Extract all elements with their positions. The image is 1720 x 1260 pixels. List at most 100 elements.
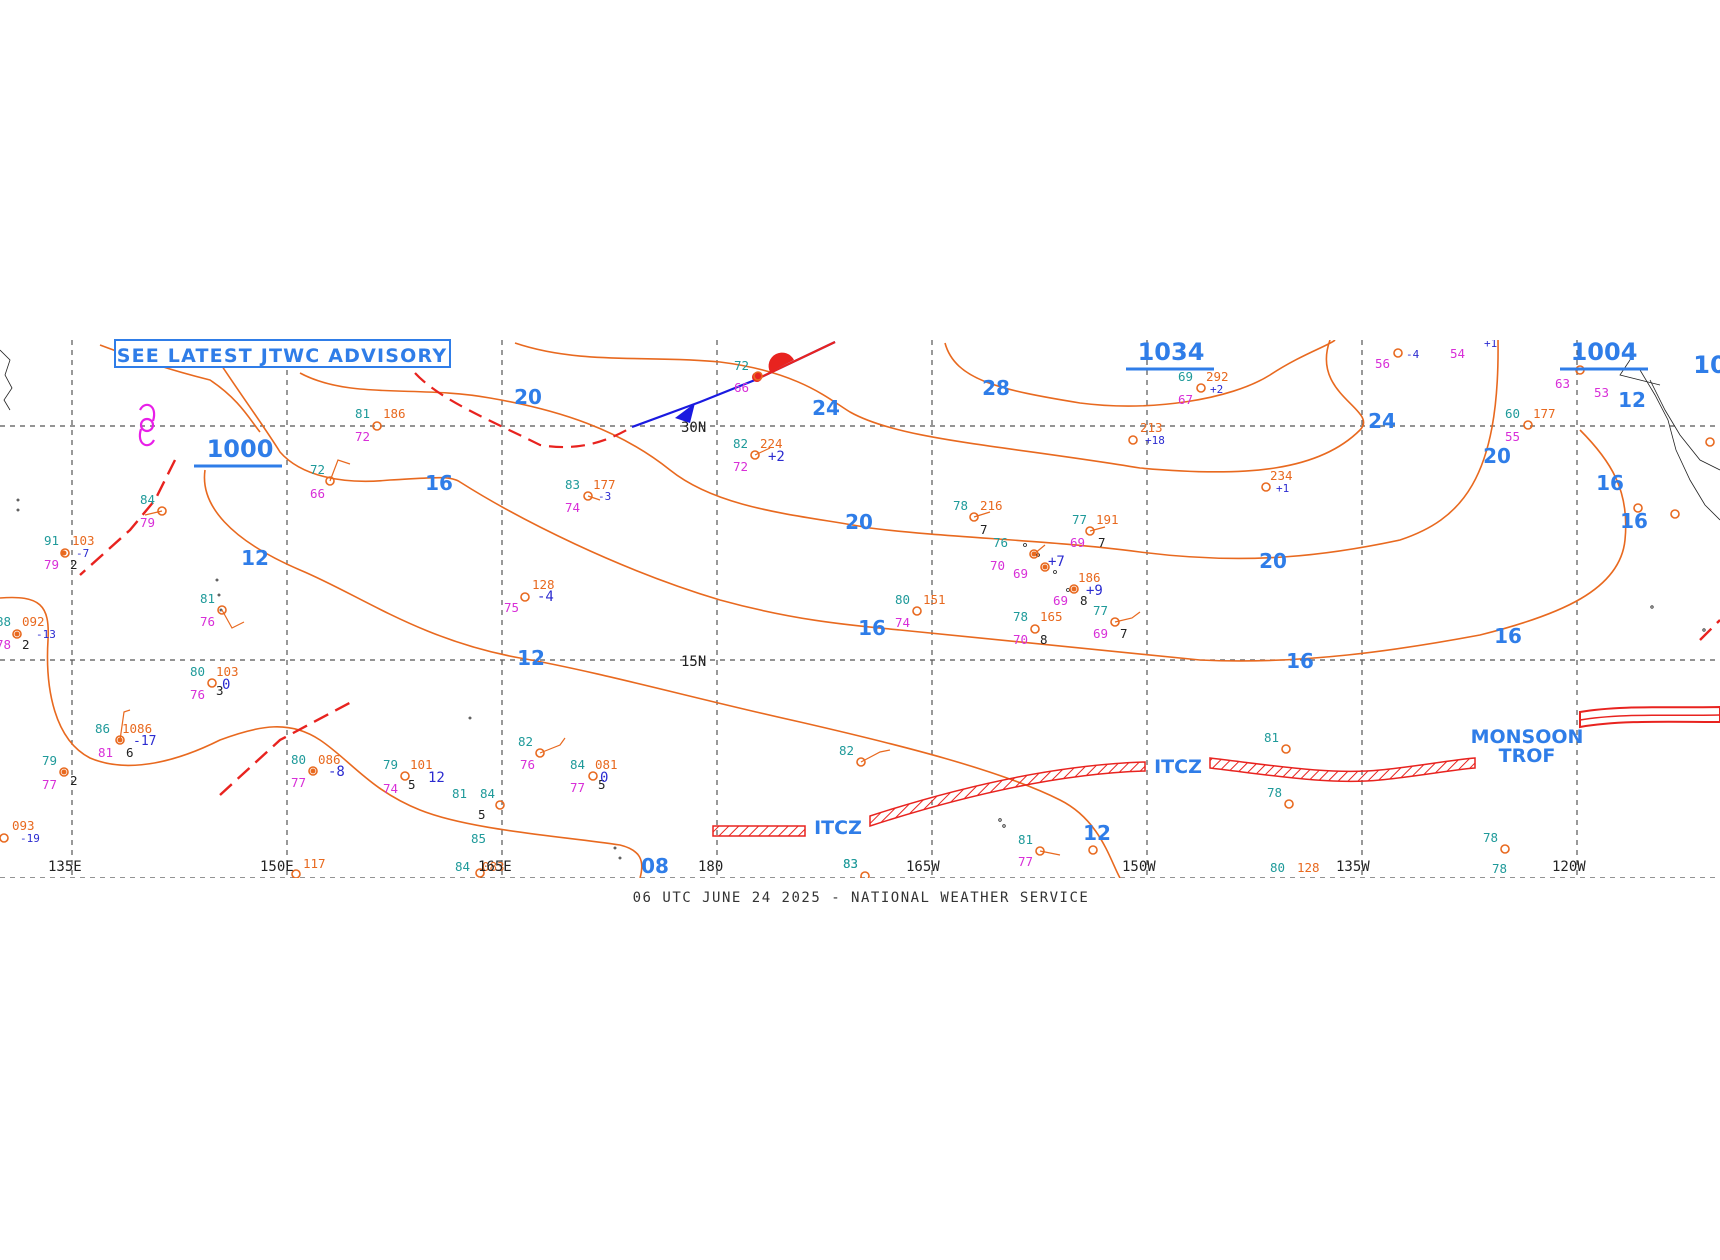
station-temp: 80 bbox=[190, 664, 205, 679]
station-pressure: 191 bbox=[1096, 512, 1119, 527]
tropical-cyclone-icon bbox=[138, 403, 156, 447]
coastlines bbox=[0, 349, 1720, 860]
station-dew: 74 bbox=[383, 781, 398, 796]
station-temp: 76 bbox=[993, 535, 1008, 550]
station-dew: 75 bbox=[504, 600, 519, 615]
station-pressure: 086 bbox=[318, 752, 341, 767]
isobar-labels: 20 24 28 24 20 16 12 16 20 20 16 16 12 1… bbox=[241, 376, 1648, 878]
station-temp: 78 bbox=[1267, 785, 1282, 800]
station-dew: 69 bbox=[1053, 593, 1068, 608]
station-temp: 77 bbox=[1072, 512, 1087, 527]
longitude-label: 120W bbox=[1552, 859, 1586, 875]
station-weather: 5 bbox=[598, 777, 606, 792]
station-temp: 72 bbox=[310, 462, 325, 477]
station-tendency: 12 bbox=[428, 770, 445, 786]
station-pressure: 117 bbox=[303, 856, 326, 871]
station-weather: 2 bbox=[70, 557, 78, 572]
lat-lon-grid bbox=[0, 340, 1720, 878]
station-temp: 81 bbox=[355, 406, 370, 421]
cold-front-triangle bbox=[675, 403, 695, 423]
station-temp: 84 bbox=[455, 859, 470, 874]
station-pressure: 292 bbox=[1206, 369, 1229, 384]
station-weather: 5 bbox=[478, 807, 486, 822]
graticule-labels: 135E 150E 165E 180 165W 150W 135W 120W 3… bbox=[48, 420, 1586, 875]
station-temp: 80 bbox=[291, 752, 306, 767]
station-dew: 70 bbox=[990, 558, 1005, 573]
station-pressure: 093 bbox=[12, 818, 35, 833]
isobar-label: 16 bbox=[1286, 649, 1314, 673]
station-temp: 82 bbox=[518, 734, 533, 749]
isobar-label: 24 bbox=[1368, 409, 1396, 433]
station-pressure: 083 bbox=[482, 859, 505, 874]
station-pressure: 177 bbox=[1533, 406, 1556, 421]
station-weather: 8 bbox=[1040, 632, 1048, 647]
station-dew: 77 bbox=[570, 780, 585, 795]
isobar-label: 16 bbox=[425, 471, 453, 495]
station-dew: 72 bbox=[355, 429, 370, 444]
isobars bbox=[0, 340, 1627, 878]
station-dew: 55 bbox=[1505, 429, 1520, 444]
station-temp: 83 bbox=[843, 856, 858, 871]
longitude-label: 165W bbox=[906, 859, 940, 875]
station-pressure: 101 bbox=[410, 757, 433, 772]
station-dew: 53 bbox=[1594, 385, 1609, 400]
isobar-label: 20 bbox=[1483, 444, 1511, 468]
station-tendency: +7 bbox=[1048, 554, 1065, 570]
station-temp: 78 bbox=[1483, 830, 1498, 845]
station-tendency: -8 bbox=[328, 764, 345, 780]
station-temp: 88 bbox=[0, 614, 11, 629]
station-temp: 79 bbox=[42, 753, 57, 768]
station-weather: 7 bbox=[1120, 626, 1128, 641]
station-dew: 76 bbox=[520, 757, 535, 772]
station-dew: 74 bbox=[565, 500, 580, 515]
station-pressure: 224 bbox=[760, 436, 783, 451]
monsoon-trof-label: MONSOON bbox=[1471, 726, 1584, 748]
station-temp: 79 bbox=[383, 757, 398, 772]
station-tendency: -7 bbox=[76, 547, 89, 560]
advisory-text: SEE LATEST JTWC ADVISORY bbox=[117, 345, 448, 367]
station-weather: 2 bbox=[22, 637, 30, 652]
pressure-center-value: 10 bbox=[1693, 351, 1720, 379]
station-temp: 81 bbox=[452, 786, 467, 801]
station-dew: 66 bbox=[734, 380, 749, 395]
pressure-center-value: 1034 bbox=[1138, 338, 1205, 366]
station-dew: 79 bbox=[44, 557, 59, 572]
station-dew: 77 bbox=[1018, 854, 1033, 869]
itcz-bands bbox=[712, 705, 1720, 837]
station-dew: 56 bbox=[1375, 356, 1390, 371]
station-dew: 69 bbox=[1070, 535, 1085, 550]
station-temp: 84 bbox=[480, 786, 495, 801]
station-dew: 54 bbox=[1450, 346, 1465, 361]
isobar-label: 12 bbox=[1618, 388, 1646, 412]
longitude-label: 135E bbox=[48, 859, 82, 875]
isobar-label: 16 bbox=[1596, 471, 1624, 495]
station-dew: 77 bbox=[291, 775, 306, 790]
pressure-centers: 1000 1034 1004 10 bbox=[207, 338, 1720, 463]
station-tendency: +2 bbox=[1210, 383, 1223, 396]
station-pressure: 234 bbox=[1270, 468, 1293, 483]
station-tendency: 0 bbox=[222, 677, 230, 693]
station-tendency: -4 bbox=[1406, 348, 1420, 361]
station-pressure: 186 bbox=[1078, 570, 1101, 585]
station-temp: 81 bbox=[1264, 730, 1279, 745]
isobar-label: 20 bbox=[845, 510, 873, 534]
station-tendency: +2 bbox=[768, 449, 785, 465]
station-temp: 82 bbox=[839, 743, 854, 758]
station-pressure: 092 bbox=[22, 614, 45, 629]
jtwc-advisory-box: SEE LATEST JTWC ADVISORY bbox=[114, 339, 451, 368]
feature-labels: ITCZ ITCZ MONSOON TROF bbox=[814, 726, 1583, 839]
station-dew: 69 bbox=[1093, 626, 1108, 641]
station-temp: 86 bbox=[95, 721, 110, 736]
station-pressure: 165 bbox=[1040, 609, 1063, 624]
station-tendency: -19 bbox=[20, 832, 40, 845]
station-dew: 72 bbox=[733, 459, 748, 474]
station-plots bbox=[0, 348, 1715, 878]
longitude-label: 150E bbox=[260, 859, 294, 875]
station-temp: 78 bbox=[1492, 861, 1507, 876]
station-weather: 7 bbox=[1098, 535, 1106, 550]
station-tendency: -17 bbox=[133, 734, 156, 749]
isobar-label: 24 bbox=[812, 396, 840, 420]
latitude-label: 30N bbox=[681, 420, 706, 436]
station-tendency: +9 bbox=[1086, 583, 1103, 599]
